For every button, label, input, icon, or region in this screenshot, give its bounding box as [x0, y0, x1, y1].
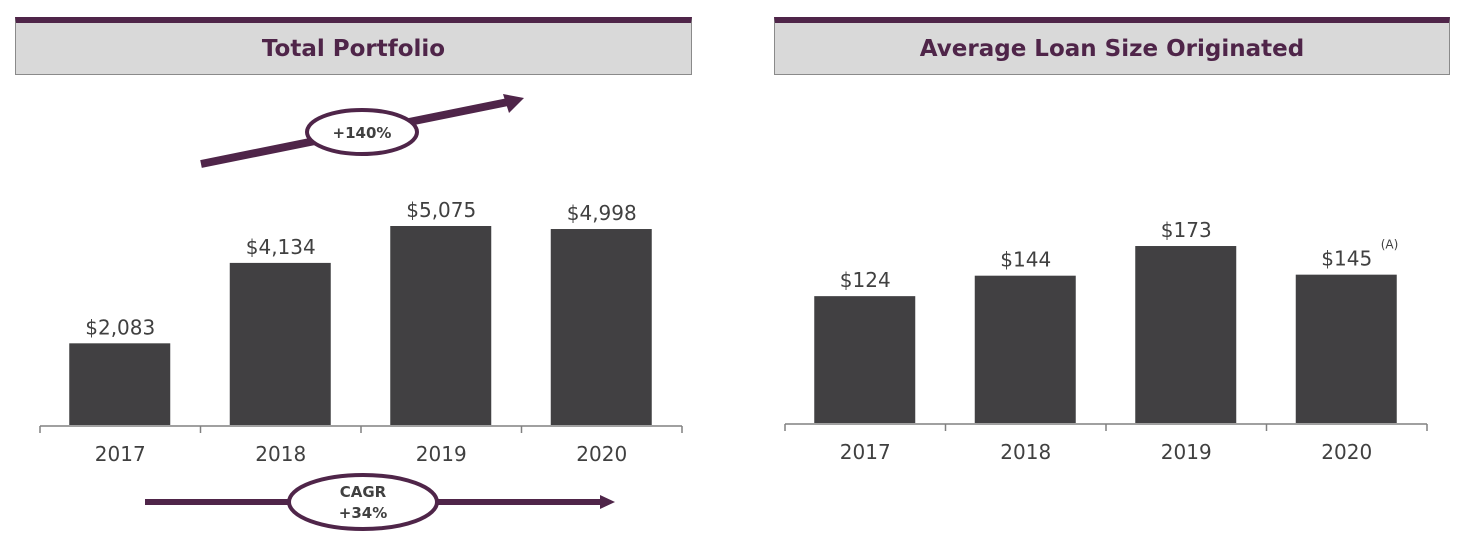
x-tick-label: 2019 — [416, 442, 467, 466]
x-tick-label: 2020 — [576, 442, 627, 466]
data-label: $4,134 — [246, 235, 316, 259]
growth-arrow: +140% — [200, 94, 524, 168]
x-tick-label: 2018 — [1000, 440, 1051, 464]
total-portfolio-chart: $2,083 2017 $4,134 2018 $5,075 2019 $4,998 2020 — [39, 198, 683, 466]
x-tick-label: 2018 — [255, 442, 306, 466]
cagr-value: +34% — [339, 504, 387, 522]
cagr-arrow: CAGR +34% — [145, 473, 615, 531]
x-tick-label: 2020 — [1321, 440, 1372, 464]
bar-2017 — [69, 343, 171, 425]
chart-title: Average Loan Size Originated — [919, 35, 1305, 62]
avg-loan-size-chart: $124 2017 $144 2018 $173 2019 $145 2020 (A) — [784, 218, 1428, 464]
data-label: $4,998 — [567, 201, 637, 225]
footnote-marker: (A) — [1381, 238, 1399, 252]
growth-label: +140% — [333, 124, 392, 142]
x-tick-label: 2017 — [95, 442, 146, 466]
chart-title: Total Portfolio — [261, 35, 446, 62]
data-label: $124 — [840, 268, 891, 292]
x-tick-label: 2019 — [1161, 440, 1212, 464]
x-tick-label: 2017 — [840, 440, 891, 464]
data-label: $5,075 — [406, 198, 476, 222]
data-label: $145 — [1321, 247, 1372, 271]
total-portfolio-header: Total Portfolio — [15, 17, 692, 75]
bar-2017 — [814, 296, 916, 423]
data-label: $144 — [1000, 248, 1051, 272]
bar-2020 — [550, 229, 652, 425]
bar-2018 — [229, 262, 331, 425]
bar-2018 — [974, 275, 1076, 423]
cagr-label: CAGR — [340, 483, 387, 501]
data-label: $2,083 — [85, 315, 155, 339]
avg-loan-size-header: Average Loan Size Originated — [774, 17, 1450, 75]
bar-2020 — [1295, 274, 1397, 423]
bar-2019 — [390, 226, 492, 425]
bar-2019 — [1135, 246, 1237, 423]
data-label: $173 — [1161, 218, 1212, 242]
